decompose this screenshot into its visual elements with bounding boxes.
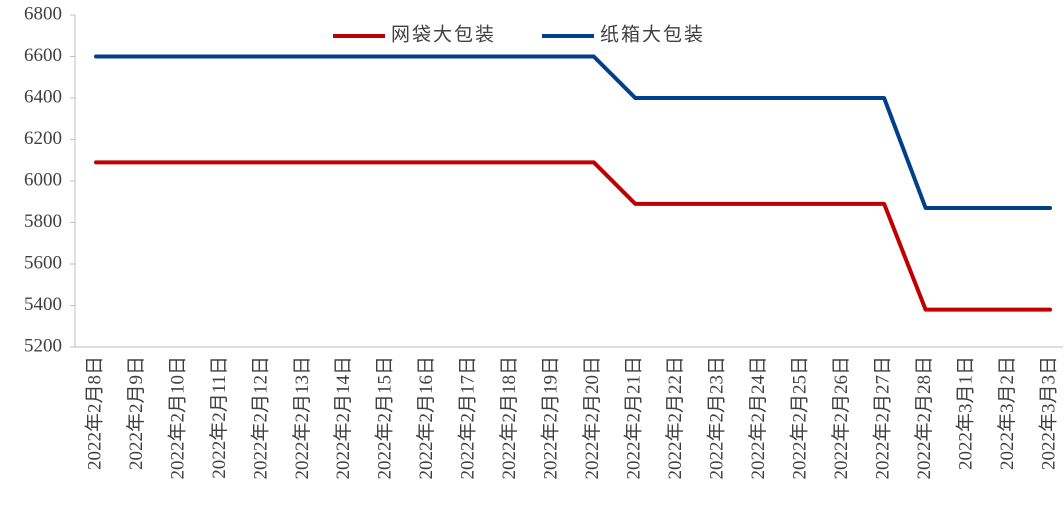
x-tick-label: 2022年2月15日 — [374, 356, 396, 480]
line — [94, 54, 1053, 210]
x-tick-label: 2022年3月3日 — [1037, 356, 1059, 470]
x-tick-label: 2022年2月13日 — [291, 356, 313, 480]
x-tick-label: 2022年2月8日 — [83, 356, 105, 470]
x-tick-label: 2022年2月16日 — [415, 356, 437, 480]
x-tick-label: 2022年2月17日 — [457, 356, 479, 480]
x-tick-label: 2022年3月1日 — [954, 356, 976, 470]
x-tick-label: 2022年2月22日 — [664, 356, 686, 480]
x-tick-label: 2022年3月2日 — [996, 356, 1018, 470]
y-tick-label: 6800 — [24, 3, 62, 24]
x-tick-label: 2022年2月19日 — [540, 356, 562, 480]
y-tick-label: 5200 — [24, 335, 62, 356]
y-tick-label: 5600 — [24, 252, 62, 273]
x-tick-label: 2022年2月23日 — [706, 356, 728, 480]
x-tick-label: 2022年2月9日 — [125, 356, 147, 470]
y-tick-label: 6000 — [24, 169, 62, 190]
y-tick-label: 6200 — [24, 128, 62, 149]
x-tick-label: 2022年2月27日 — [871, 356, 893, 480]
y-tick-label: 6400 — [24, 86, 62, 107]
y-tick-label: 5400 — [24, 294, 62, 315]
x-tick-label: 2022年2月11日 — [208, 356, 230, 479]
x-tick-label: 2022年2月26日 — [830, 356, 852, 480]
y-tick-label: 5800 — [24, 211, 62, 232]
x-tick-label: 2022年2月18日 — [498, 356, 520, 480]
x-tick-label: 2022年2月12日 — [249, 356, 271, 480]
line — [94, 160, 1053, 312]
y-tick-label: 6600 — [24, 45, 62, 66]
x-tick-label: 2022年2月21日 — [623, 356, 645, 480]
x-tick-label: 2022年2月10日 — [166, 356, 188, 480]
x-tick-label: 2022年2月24日 — [747, 356, 769, 480]
x-tick-label: 2022年2月28日 — [913, 356, 935, 480]
legend-label: 纸箱大包装 — [600, 23, 705, 45]
x-tick-label: 2022年2月20日 — [581, 356, 603, 480]
legend-label: 网袋大包装 — [391, 23, 496, 45]
x-tick-label: 2022年2月14日 — [332, 356, 354, 480]
x-tick-label: 2022年2月25日 — [789, 356, 811, 480]
